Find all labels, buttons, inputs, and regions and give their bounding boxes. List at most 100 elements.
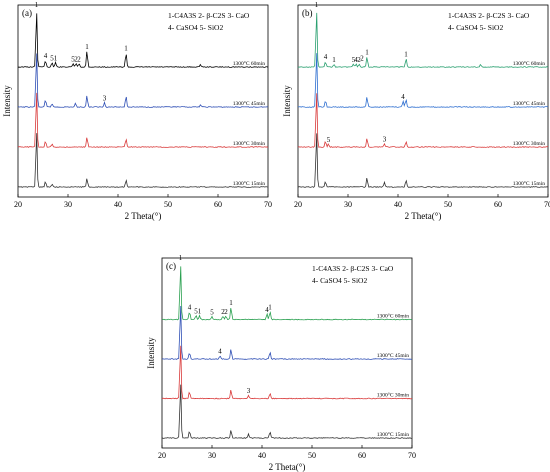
- panel-label: (c): [166, 261, 176, 271]
- peak-label: 4: [218, 348, 222, 356]
- peak-label: 1: [35, 1, 39, 9]
- peak-label: 2: [357, 56, 361, 64]
- series-line: [17, 13, 269, 68]
- legend-item: 1-C4A3S: [448, 11, 476, 20]
- series-label: 1300°C 15min: [377, 431, 410, 438]
- legend-item: 5- SiO2: [478, 23, 504, 32]
- series-label: 1300°C 15min: [233, 180, 266, 187]
- x-tick-label: 40: [258, 451, 266, 460]
- peak-label: 4: [324, 53, 328, 61]
- x-tick-label: 50: [444, 200, 452, 209]
- x-tick-label: 30: [344, 200, 352, 209]
- legend-item: 1-C4A3S: [168, 11, 196, 20]
- series-label: 1300°C 60min: [513, 60, 546, 67]
- x-tick-label: 50: [164, 200, 172, 209]
- series-line: [17, 92, 269, 148]
- x-axis-label: 2 Theta(°): [405, 211, 442, 221]
- peak-label: 4: [265, 306, 269, 314]
- peak-label: 3: [103, 94, 107, 102]
- series-label: 1300°C 45min: [233, 100, 266, 107]
- peak-label: 5: [50, 54, 54, 62]
- peak-label: 2: [224, 308, 228, 316]
- peak-label: 4: [44, 52, 48, 60]
- legend-item: 5- SiO2: [342, 276, 368, 285]
- x-tick-label: 60: [214, 200, 222, 209]
- x-tick-label: 70: [408, 451, 416, 460]
- y-axis-label: Intensity: [146, 337, 156, 369]
- x-tick-label: 40: [114, 200, 122, 209]
- series-line: [161, 306, 413, 360]
- legend-line: 4- CaSO4 5- SiO2: [312, 276, 367, 285]
- x-tick-label: 40: [394, 200, 402, 209]
- legend-item: 1-C4A3S: [312, 264, 340, 273]
- series-line: [297, 133, 549, 188]
- peak-label: 1: [404, 50, 408, 58]
- peak-label: 5: [352, 56, 356, 64]
- series-line: [17, 53, 269, 108]
- legend-item: 4- CaSO4: [312, 276, 342, 285]
- series-label: 1300°C 45min: [377, 352, 410, 359]
- peak-label: 1: [124, 45, 128, 53]
- legend-line: 4- CaSO4 5- SiO2: [168, 23, 223, 32]
- series-label: 1300°C 60min: [377, 313, 410, 320]
- series-line: [297, 53, 549, 108]
- peak-label: 1: [85, 43, 89, 51]
- legend-item: 2- β-C2S: [476, 11, 505, 20]
- legend-item: 4- CaSO4: [448, 23, 478, 32]
- peak-label: 1: [179, 254, 183, 262]
- peak-label: 2: [74, 56, 78, 64]
- plot-frame: [297, 4, 549, 198]
- series-label: 1300°C 45min: [513, 100, 546, 107]
- x-tick-label: 30: [208, 451, 216, 460]
- peak-label: 5: [327, 136, 331, 144]
- series-label: 1300°C 15min: [513, 180, 546, 187]
- peak-label: 1: [54, 54, 58, 62]
- legend-item: 4- CaSO4: [168, 23, 198, 32]
- series-line: [297, 12, 549, 68]
- series-line: [17, 133, 269, 188]
- series-line: [297, 93, 549, 148]
- series-label: 1300°C 60min: [233, 60, 266, 67]
- legend-line: 1-C4A3S 2- β-C2S 3- CaO: [448, 11, 530, 20]
- legend-item: 3- CaO: [506, 11, 530, 20]
- peak-label: 5: [71, 56, 75, 64]
- peak-label: 1: [315, 1, 319, 9]
- legend-item: 3- CaO: [370, 264, 394, 273]
- peak-label: 1: [332, 56, 336, 64]
- peak-label: 4: [188, 303, 192, 311]
- x-tick-label: 60: [358, 451, 366, 460]
- legend-item: 5- SiO2: [198, 23, 224, 32]
- x-tick-label: 30: [64, 200, 72, 209]
- peak-label: 5: [210, 309, 214, 317]
- x-tick-label: 20: [14, 200, 22, 209]
- peak-label: 1: [198, 307, 202, 315]
- series-line: [161, 345, 413, 400]
- y-axis-label: Intensity: [282, 85, 292, 117]
- peak-label: 2: [360, 54, 364, 62]
- peak-label: 1: [365, 49, 369, 57]
- x-tick-label: 50: [308, 451, 316, 460]
- x-tick-label: 60: [494, 200, 502, 209]
- x-axis-label: 2 Theta(°): [125, 211, 162, 221]
- series-label: 1300°C 30min: [513, 140, 546, 147]
- peak-label: 1: [229, 299, 233, 307]
- peak-label: 2: [77, 56, 81, 64]
- series-line: [161, 384, 413, 439]
- series-label: 1300°C 30min: [233, 140, 266, 147]
- plot-frame: [17, 4, 269, 198]
- x-axis-label: 2 Theta(°): [269, 462, 306, 472]
- peak-label: 2: [221, 308, 225, 316]
- series-line: [161, 266, 413, 321]
- legend-item: 2- β-C2S: [196, 11, 225, 20]
- y-axis-label: Intensity: [2, 85, 12, 117]
- peak-label: 4: [354, 56, 358, 64]
- legend-item: 2- β-C2S: [340, 264, 369, 273]
- panel-label: (b): [302, 8, 313, 18]
- x-tick-label: 70: [264, 200, 272, 209]
- x-tick-label: 20: [158, 451, 166, 460]
- legend-line: 4- CaSO4 5- SiO2: [448, 23, 503, 32]
- peak-label: 4: [401, 93, 405, 101]
